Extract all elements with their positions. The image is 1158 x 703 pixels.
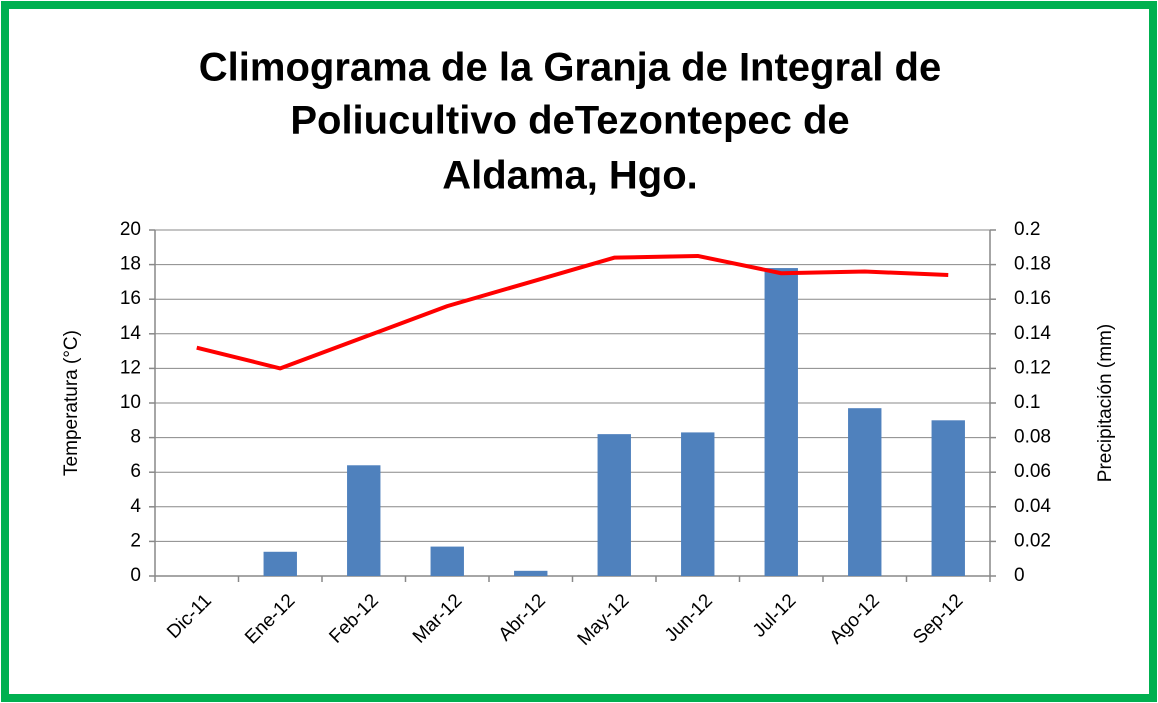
y-tick-label: 8 <box>130 427 141 448</box>
y2-tick-label: 0.06 <box>1014 461 1051 482</box>
y-axis-label: Temperatura (°C) <box>61 330 82 476</box>
y-tick-label: 12 <box>120 357 141 378</box>
chart-title: Poliucultivo deTezontepec de <box>290 99 849 143</box>
y2-tick-label: 0.18 <box>1014 254 1051 275</box>
line <box>196 253 949 371</box>
bar <box>347 465 381 576</box>
y2-tick-label: 0.14 <box>1014 323 1051 344</box>
y2-axis-label: Precipitación (mm) <box>1095 324 1116 482</box>
y-tick-label: 10 <box>120 392 141 413</box>
bar <box>597 434 631 576</box>
y2-tick-label: 0.04 <box>1014 496 1051 517</box>
y-tick-label: 6 <box>130 461 141 482</box>
y-tick-label: 20 <box>120 219 141 240</box>
bar <box>430 546 464 576</box>
bar <box>681 432 715 576</box>
y2-tick-label: 0.12 <box>1014 357 1051 378</box>
y2-tick-label: 0 <box>1014 565 1025 586</box>
y2-tick-label: 0.2 <box>1014 219 1040 240</box>
bar <box>931 420 965 576</box>
y-tick-label: 18 <box>120 254 141 275</box>
y2-tick-label: 0.02 <box>1014 530 1051 551</box>
y2-tick-label: 0.16 <box>1014 288 1051 309</box>
bar <box>514 570 548 576</box>
bar <box>848 408 882 576</box>
y-tick-label: 4 <box>130 496 141 517</box>
y-tick-label: 16 <box>120 288 141 309</box>
y2-tick-label: 0.08 <box>1014 427 1051 448</box>
y-tick-label: 14 <box>120 323 142 344</box>
y-tick-label: 2 <box>130 530 141 551</box>
y2-tick-label: 0.1 <box>1014 392 1040 413</box>
chart-title: Aldama, Hgo. <box>442 154 698 198</box>
y-tick-label: 0 <box>130 565 141 586</box>
bar <box>263 551 297 576</box>
chart-title: Climograma de la Granja de Integral de <box>199 46 941 90</box>
bar <box>764 268 798 576</box>
